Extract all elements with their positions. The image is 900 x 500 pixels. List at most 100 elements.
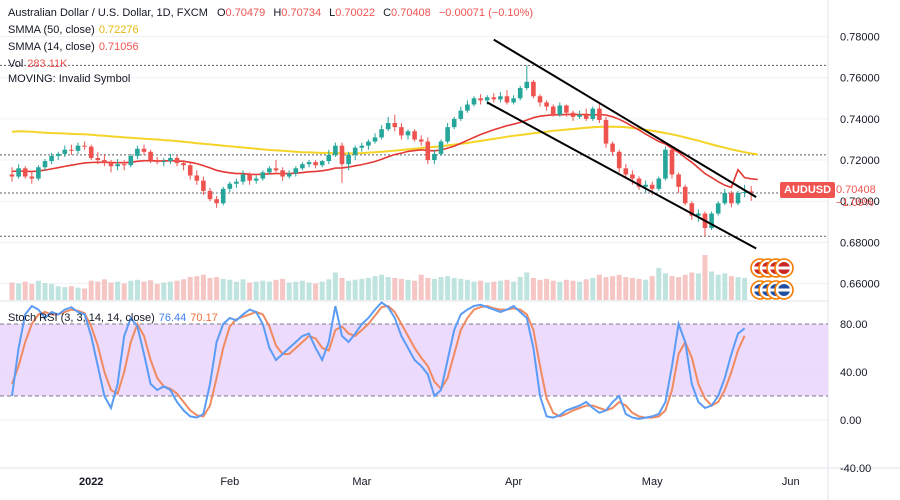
stoch-rsi-d-value: 70.17 xyxy=(190,312,218,324)
candle-body xyxy=(636,178,642,187)
volume-bar xyxy=(240,279,246,300)
candle-body xyxy=(148,151,153,161)
candle-body xyxy=(42,161,48,168)
volume-bar xyxy=(280,278,286,300)
flag-event-icon xyxy=(774,258,794,278)
candle-body xyxy=(590,108,596,119)
volume-bar xyxy=(121,283,127,300)
volume-bar xyxy=(438,277,444,300)
candle-body xyxy=(359,145,365,148)
volume-bar xyxy=(154,283,160,300)
volume-bar xyxy=(629,277,635,300)
smma50-label: SMMA (50, close) xyxy=(8,24,95,36)
candle-body xyxy=(603,119,609,144)
volume-bar xyxy=(590,277,596,300)
time-axis[interactable]: 2022 Feb Mar Apr May Jun xyxy=(79,476,800,488)
stoch-rsi-label: Stoch RSI (3, 3, 14, 14, close) xyxy=(8,312,155,324)
symbol-price-tag[interactable]: AUDUSD xyxy=(780,182,836,198)
volume-bar xyxy=(299,280,305,300)
smma14-legend[interactable]: SMMA (14, close) 0.71056 xyxy=(8,40,139,54)
candle-body xyxy=(451,118,457,128)
volume-bar xyxy=(187,277,193,300)
candle-body xyxy=(498,96,503,100)
volume-bar xyxy=(458,278,464,300)
volume-bar xyxy=(365,277,371,300)
volume-bar xyxy=(596,274,602,300)
volume-bar xyxy=(181,279,187,300)
candle-body xyxy=(69,149,74,151)
volume-bar xyxy=(742,277,748,300)
volume-bar xyxy=(247,282,253,300)
volume-bar xyxy=(82,288,88,300)
volume-bar xyxy=(478,280,484,300)
stoch-rsi-legend[interactable]: Stoch RSI (3, 3, 14, 14, close) 76.44 70.1… xyxy=(8,311,218,325)
candle-body xyxy=(201,180,206,191)
candle-body xyxy=(722,192,728,204)
candle-body xyxy=(346,154,351,165)
moving-legend[interactable]: MOVING: Invalid Symbol xyxy=(8,72,130,86)
volume-bar xyxy=(497,280,503,300)
candle-body xyxy=(630,174,635,179)
volume-bar xyxy=(260,280,266,300)
volume-bar xyxy=(511,281,517,300)
volume-bar xyxy=(233,281,239,300)
volume-bar xyxy=(583,279,589,300)
candle-body xyxy=(643,184,648,187)
volume-bar xyxy=(101,279,107,300)
candle-body xyxy=(36,167,41,179)
candle-body xyxy=(412,131,417,140)
open-value: 0.70479 xyxy=(225,7,266,19)
candle-body xyxy=(280,170,285,177)
candle-body xyxy=(425,141,431,161)
candle-body xyxy=(55,153,61,156)
volume-bar xyxy=(722,273,728,300)
economic-event-icons[interactable] xyxy=(750,258,794,300)
close-label: C xyxy=(383,7,392,19)
volume-value: 283.11K xyxy=(27,58,68,70)
candle-body xyxy=(491,97,497,100)
volume-bar xyxy=(662,273,668,300)
candle-body xyxy=(676,174,681,187)
candle-body xyxy=(326,154,332,162)
volume-bar xyxy=(379,274,385,300)
candle-body xyxy=(22,168,28,177)
volume-bar xyxy=(306,282,312,300)
volume-bar xyxy=(398,278,404,300)
candle-body xyxy=(293,168,299,174)
volume-bar xyxy=(319,281,325,300)
candle-body xyxy=(333,145,338,155)
smma50-value: 0.72276 xyxy=(98,24,139,36)
candle-body xyxy=(319,161,325,166)
volume-bar xyxy=(471,281,477,300)
candle-body xyxy=(286,173,292,177)
candle-body xyxy=(168,158,173,162)
candle-body xyxy=(267,168,272,173)
candle-body xyxy=(544,102,549,107)
candle-body xyxy=(669,149,675,175)
candle-body xyxy=(9,174,15,177)
time-tick-label: 2022 xyxy=(79,476,103,488)
smma50-legend[interactable]: SMMA (50, close) 0.72276 xyxy=(8,23,139,37)
symbol-title[interactable]: Australian Dollar / U.S. Dollar, 1D, FXC… xyxy=(8,7,208,19)
volume-bar xyxy=(29,283,35,300)
volume-bars xyxy=(9,255,748,300)
candle-body xyxy=(557,105,563,115)
volume-legend[interactable]: Vol 283.11K xyxy=(8,57,67,71)
volume-bar xyxy=(313,283,319,300)
price-axis[interactable]: 0.78000 0.76000 0.74000 0.72000 0.70000 0.680… xyxy=(840,32,880,475)
time-tick-label: Feb xyxy=(220,476,239,488)
low-label: L xyxy=(329,7,336,19)
candle-body xyxy=(610,143,615,152)
trend-channel[interactable] xyxy=(486,38,757,250)
high-value: 0.70734 xyxy=(281,7,322,19)
price-tick-label: 0.76000 xyxy=(840,73,880,85)
volume-bar xyxy=(339,277,345,300)
volume-bar xyxy=(623,277,629,300)
candle-body xyxy=(253,178,259,181)
candles[interactable] xyxy=(9,65,754,237)
volume-bar xyxy=(412,280,418,300)
volume-bar xyxy=(68,286,74,300)
candle-body xyxy=(366,141,371,146)
candle-body xyxy=(696,213,701,216)
